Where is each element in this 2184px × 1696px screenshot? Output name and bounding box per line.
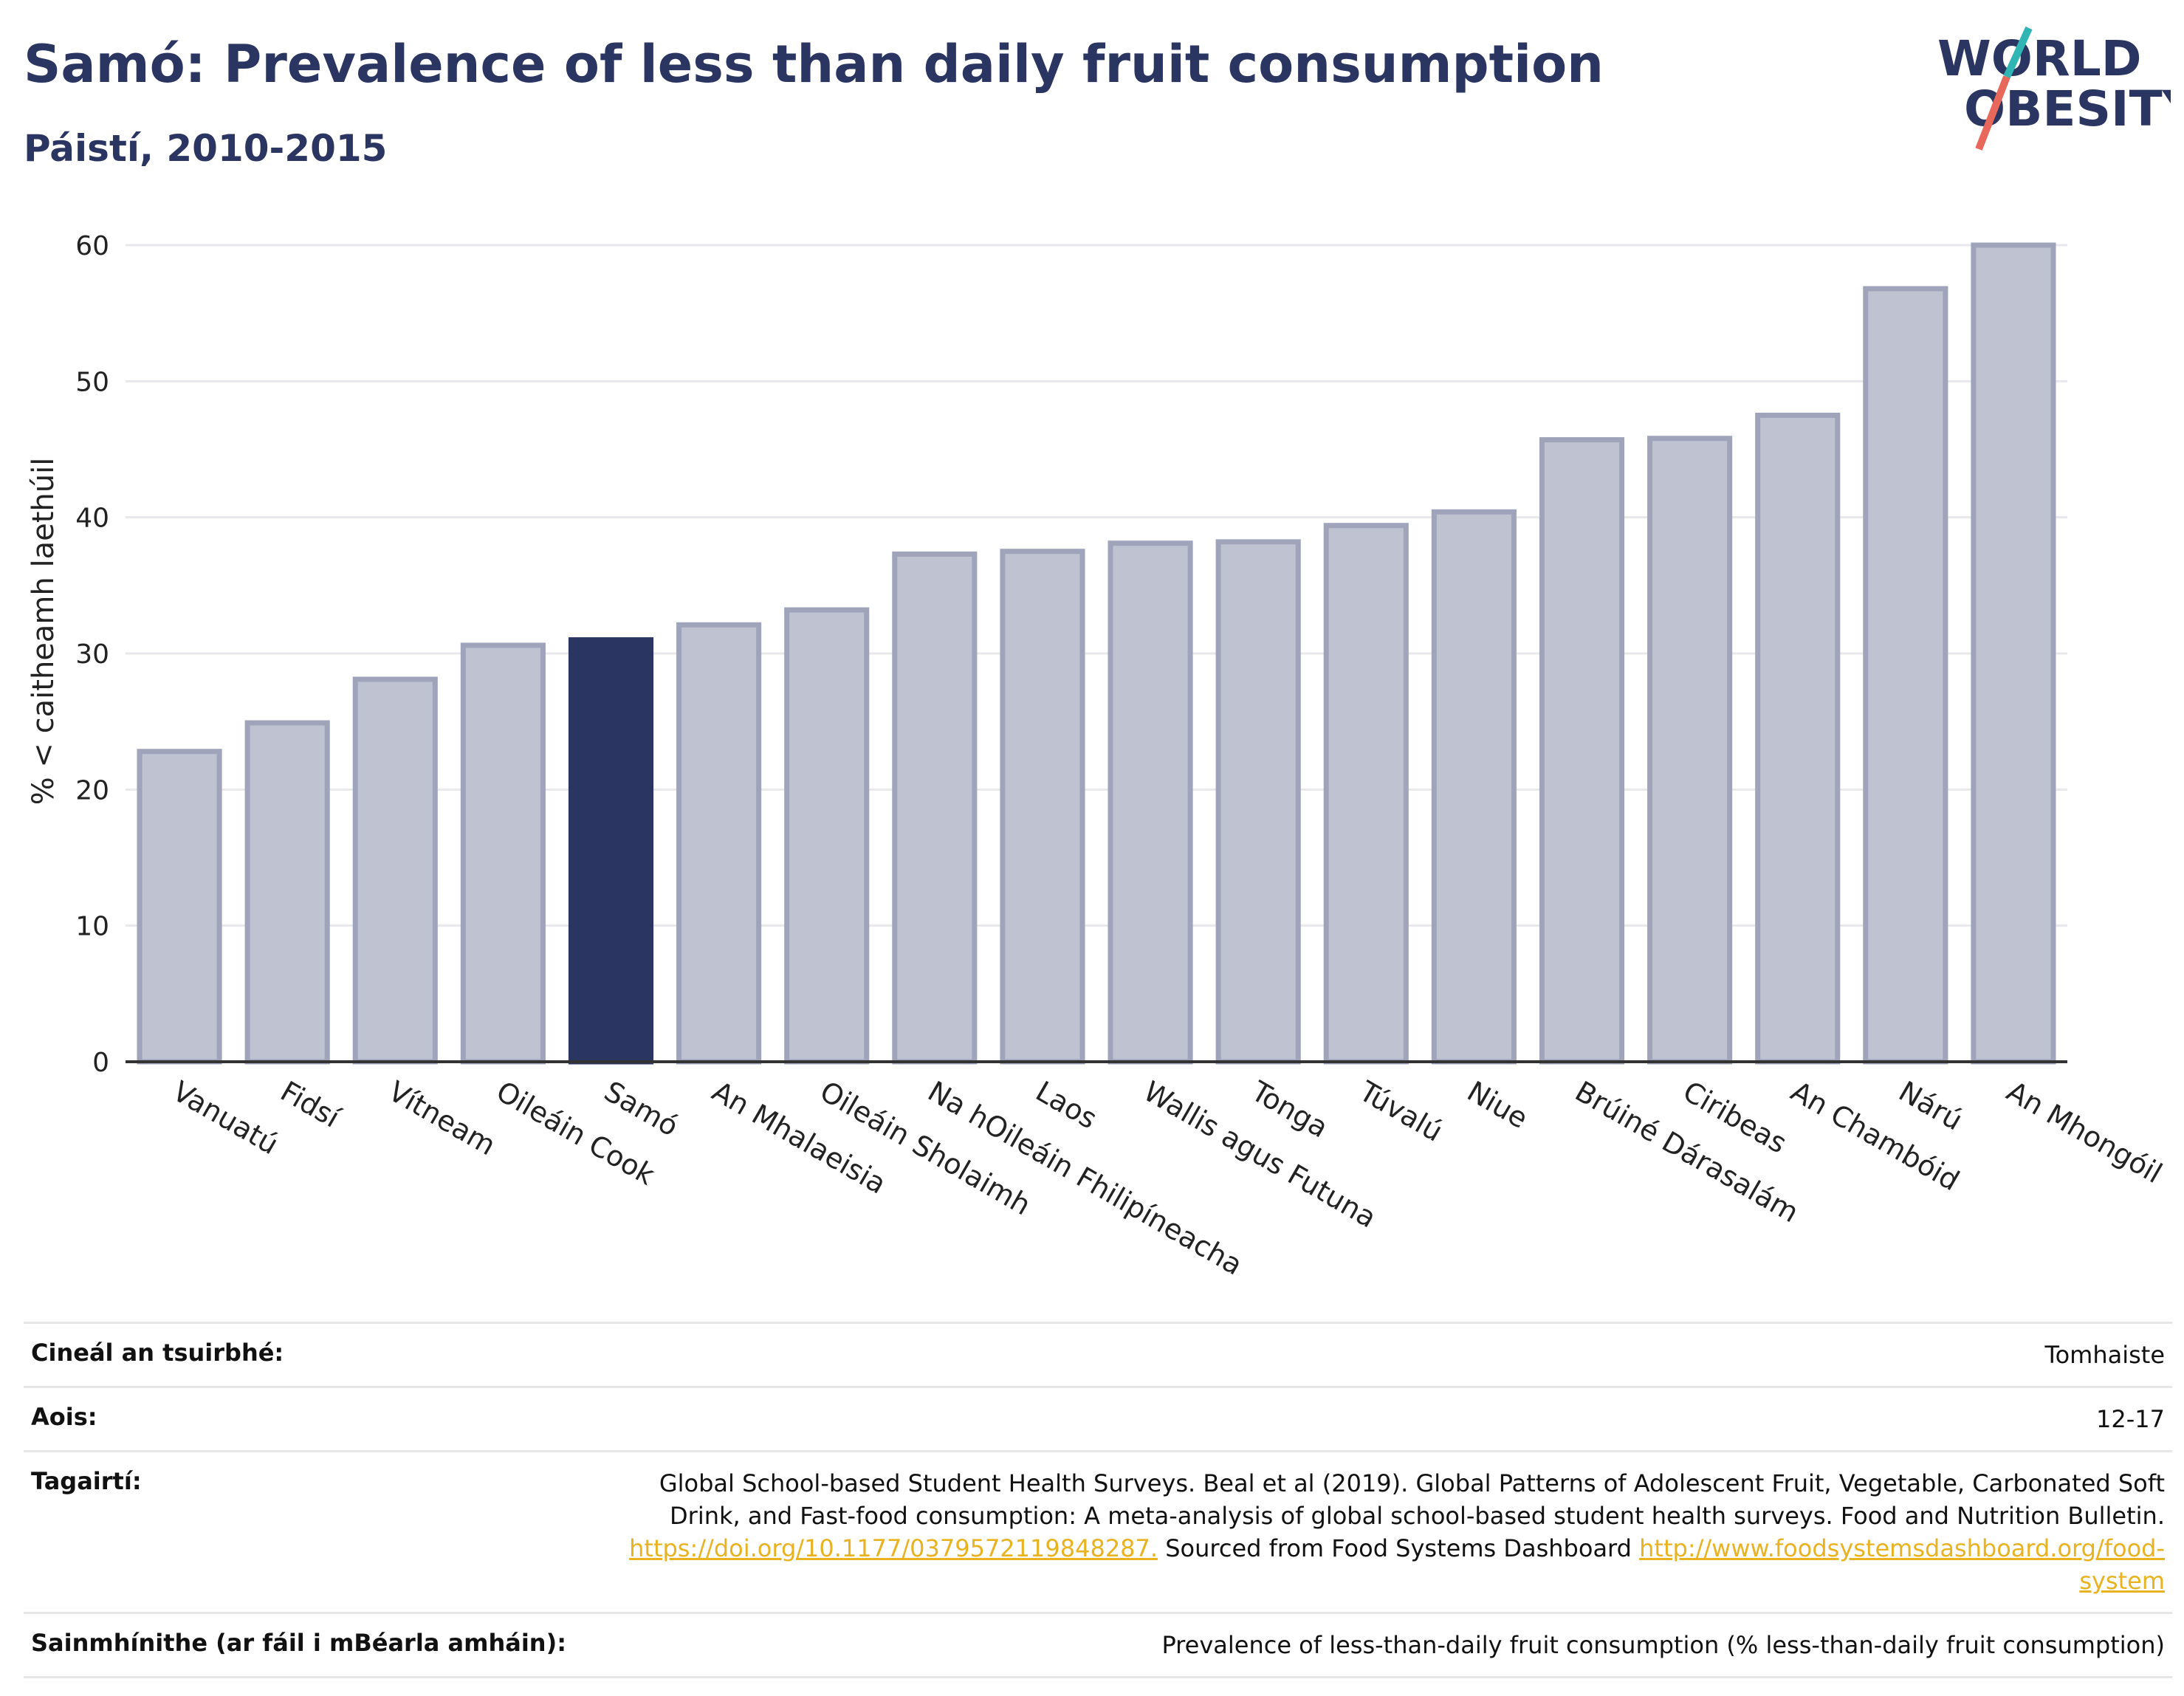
world-obesity-logo: WORLD OBESITY [1937,26,2171,151]
bar-7 [892,551,978,1065]
reference-text: Global School-based Student Health Surve… [659,1469,2165,1530]
bar-8 [1000,549,1085,1065]
bar-5 [676,622,762,1065]
x-tick-label: An Mhongóil [2001,1075,2167,1190]
page-title: Samó: Prevalence of less than daily frui… [24,34,1604,95]
info-key: Cineál an tsuirbhé: [24,1322,600,1387]
logo-slash-teal [2003,26,2033,79]
bar-13 [1539,437,1625,1065]
bar-6 [784,607,870,1065]
info-key: Tagairtí: [24,1450,600,1613]
bar-2 [352,676,438,1065]
x-tick-label: Vanuatú [168,1075,284,1161]
y-axis-label: % < caitheamh laethúil [27,458,61,806]
bar-15 [1755,412,1841,1065]
y-tick-label: 10 [75,912,109,942]
x-tick-label: Nárú [1893,1075,1968,1137]
doi-link[interactable]: https://doi.org/10.1177/0379572119848287… [629,1534,1158,1562]
y-tick-label: 0 [92,1048,109,1078]
y-tick-label: 20 [75,775,109,806]
info-row-age: Aois: 12-17 [24,1386,2172,1452]
bar-9 [1108,540,1193,1065]
page-subtitle: Páistí, 2010-2015 [24,127,388,170]
info-value: Prevalence of less-than-daily fruit cons… [600,1612,2172,1678]
info-key: Sainmhínithe (ar fáil i mBéarla amháin): [24,1612,600,1678]
y-tick-label: 30 [75,639,109,670]
x-tick-label: Vítneam [383,1075,501,1162]
y-axis-ticks: 0 10 20 30 40 50 60 [75,231,109,1078]
logo-line-1: WORLD [1937,30,2142,87]
bar-16 [1863,286,1948,1065]
bar-14 [1647,436,1733,1065]
info-table: Cineál an tsuirbhé: Tomhaiste Aois: 12-1… [24,1322,2172,1678]
bar-0 [137,749,222,1065]
bar-12 [1431,509,1517,1065]
y-tick-label: 50 [75,367,109,397]
x-tick-label: Samó [599,1075,684,1143]
y-tick-label: 60 [75,231,109,261]
x-tick-label: Niue [1462,1075,1534,1135]
x-tick-label: Tonga [1246,1074,1333,1144]
info-value: Tomhaiste [600,1322,2172,1387]
dashboard-link[interactable]: http://www.foodsystemsdashboard.org/food… [1639,1534,2165,1595]
bar-11 [1323,523,1409,1065]
y-tick-label: 40 [75,504,109,534]
bar-4 [568,637,654,1065]
bar-17 [1971,242,2056,1065]
logo-slash-red [1975,75,2010,151]
reference-source-text: Sourced from Food Systems Dashboard [1165,1534,1632,1562]
info-value: Global School-based Student Health Surve… [600,1450,2172,1613]
info-row-survey-type: Cineál an tsuirbhé: Tomhaiste [24,1322,2172,1387]
info-key: Aois: [24,1386,600,1452]
x-tick-label: Laos [1030,1075,1102,1136]
bar-1 [244,720,330,1065]
bar-3 [460,642,546,1065]
bar-10 [1215,539,1301,1065]
info-value: 12-17 [600,1386,2172,1452]
info-row-references: Tagairtí: Global School-based Student He… [24,1450,2172,1613]
x-tick-label: Fidsí [275,1075,346,1135]
info-row-definitions: Sainmhínithe (ar fáil i mBéarla amháin):… [24,1612,2172,1678]
x-tick-label: Túvalú [1353,1074,1448,1148]
bars [137,242,2056,1065]
